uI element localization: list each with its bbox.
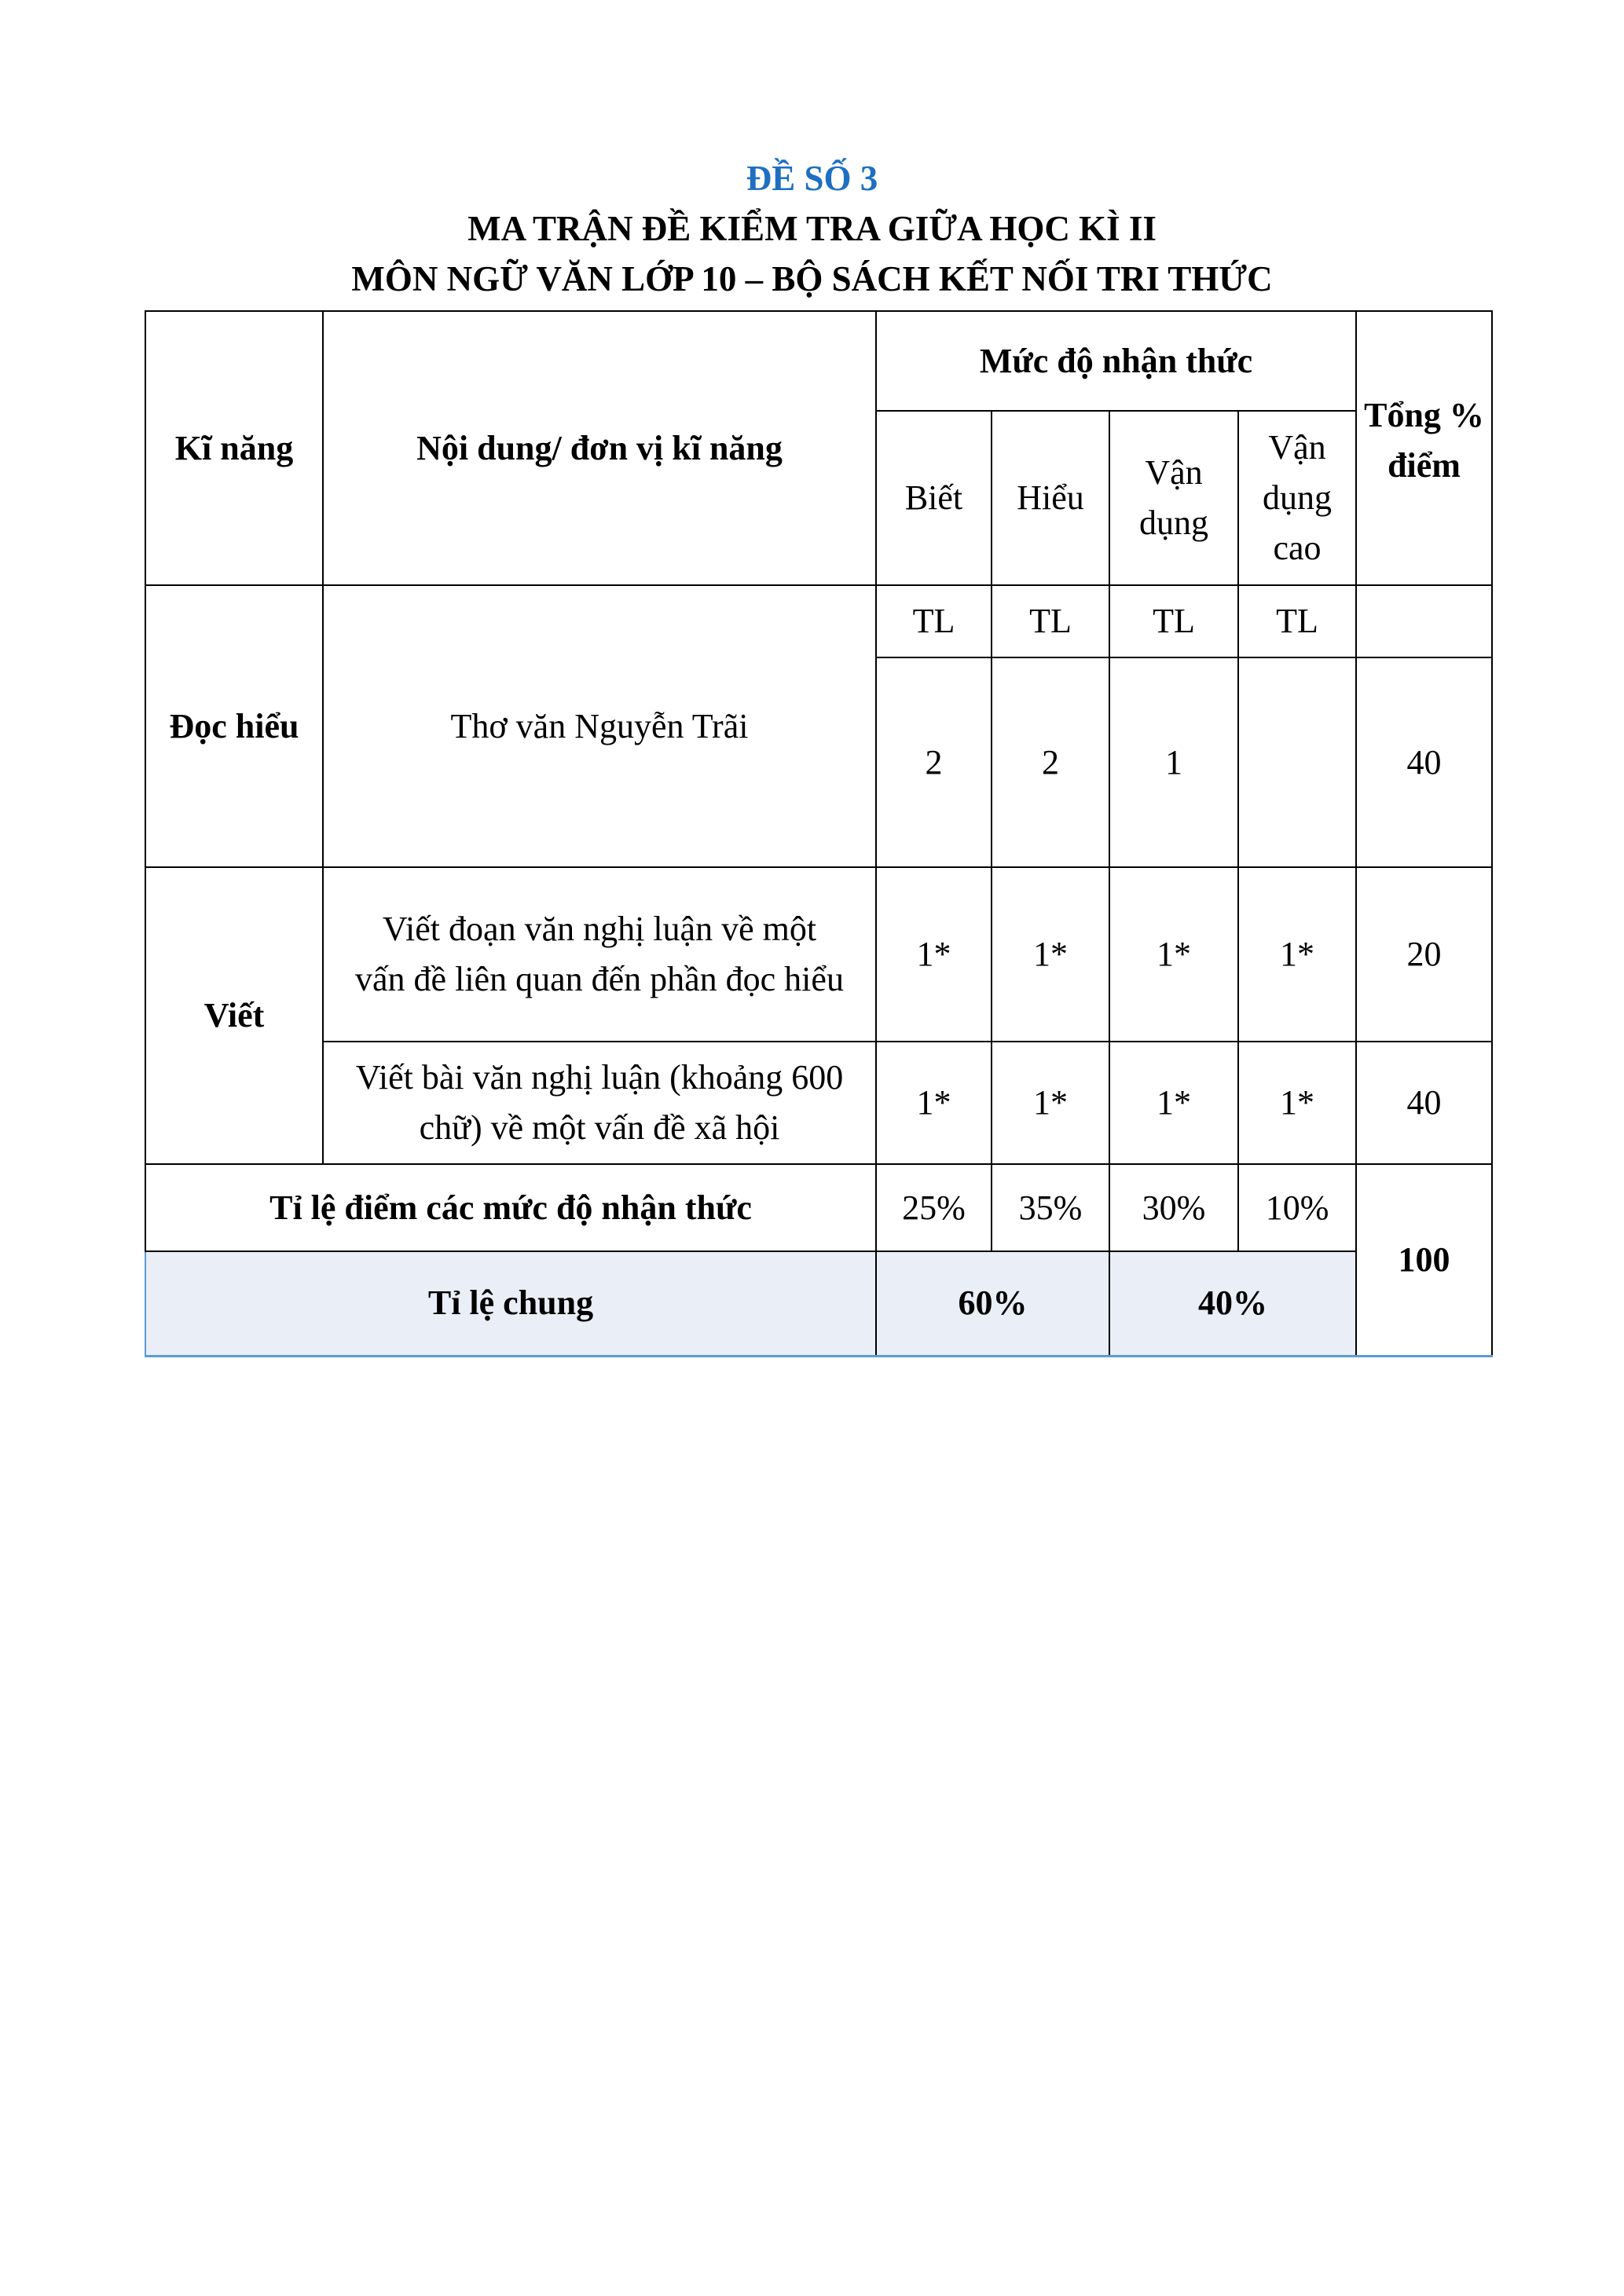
empty-cell — [1355, 584, 1494, 658]
cell-value: 1* — [991, 866, 1110, 1042]
cell-value: 1* — [1237, 1041, 1358, 1165]
level-ratio-value: 35% — [991, 1163, 1110, 1252]
header-skill: Kĩ năng — [145, 310, 324, 586]
header-total: Tổng % điểm — [1355, 310, 1494, 586]
question-type: TL — [991, 584, 1110, 658]
document-title: MA TRẬN ĐỀ KIỂM TRA GIỮA HỌC KÌ II — [467, 209, 1157, 248]
cell-value: 1* — [1109, 1041, 1239, 1165]
exam-number: ĐỀ SỐ 3 — [746, 159, 878, 198]
exam-matrix-table: Kĩ năng Nội dung/ đơn vị kĩ năng Mức độ … — [145, 310, 1494, 1357]
row-content: Viết đoạn văn nghị luận về một vấn đề li… — [322, 866, 877, 1042]
header-level-understand: Hiểu — [991, 410, 1110, 586]
question-type: TL — [1109, 584, 1239, 658]
cell-value: 1* — [1237, 866, 1358, 1042]
cell-value: 1* — [1109, 866, 1239, 1042]
cell-value: 2 — [991, 657, 1110, 868]
document-subtitle: MÔN NGỮ VĂN LỚP 10 – BỘ SÁCH KẾT NỐI TRI… — [351, 259, 1273, 298]
level-ratio-value: 25% — [875, 1163, 992, 1252]
overall-ratio-value: 40% — [1108, 1251, 1358, 1357]
cell-value: 2 — [875, 657, 992, 868]
grand-total: 100 — [1355, 1163, 1494, 1357]
question-type: TL — [875, 584, 992, 658]
document-header: ĐỀ SỐ 3 MA TRẬN ĐỀ KIỂM TRA GIỮA HỌC KÌ … — [0, 153, 1624, 304]
overall-ratio-label: Tỉ lệ chung — [145, 1251, 877, 1357]
row-content: Thơ văn Nguyễn Trãi — [322, 584, 877, 868]
level-ratio-label: Tỉ lệ điểm các mức độ nhận thức — [145, 1163, 877, 1252]
cell-value: 1* — [991, 1041, 1110, 1165]
row-content: Viết bài văn nghị luận (khoảng 600 chữ) … — [322, 1041, 877, 1165]
cell-value: 1 — [1109, 657, 1239, 868]
cell-value — [1237, 657, 1358, 868]
row-total: 40 — [1355, 1041, 1494, 1165]
level-ratio-value: 30% — [1109, 1163, 1239, 1252]
cell-value: 1* — [875, 866, 992, 1042]
header-content: Nội dung/ đơn vị kĩ năng — [322, 310, 877, 586]
header-level-apply: Vận dụng — [1109, 410, 1239, 586]
cell-value: 1* — [875, 1041, 992, 1165]
row-total: 20 — [1355, 866, 1494, 1042]
row-total: 40 — [1355, 657, 1494, 868]
header-level-group: Mức độ nhận thức — [874, 310, 1358, 412]
level-ratio-value: 10% — [1237, 1163, 1358, 1252]
row-skill: Viết — [145, 866, 324, 1165]
header-level-know: Biết — [875, 410, 992, 586]
question-type: TL — [1237, 584, 1358, 658]
overall-ratio-value: 60% — [875, 1251, 1110, 1357]
header-level-apply-high: Vận dụng cao — [1237, 410, 1358, 586]
row-skill: Đọc hiểu — [145, 584, 324, 868]
